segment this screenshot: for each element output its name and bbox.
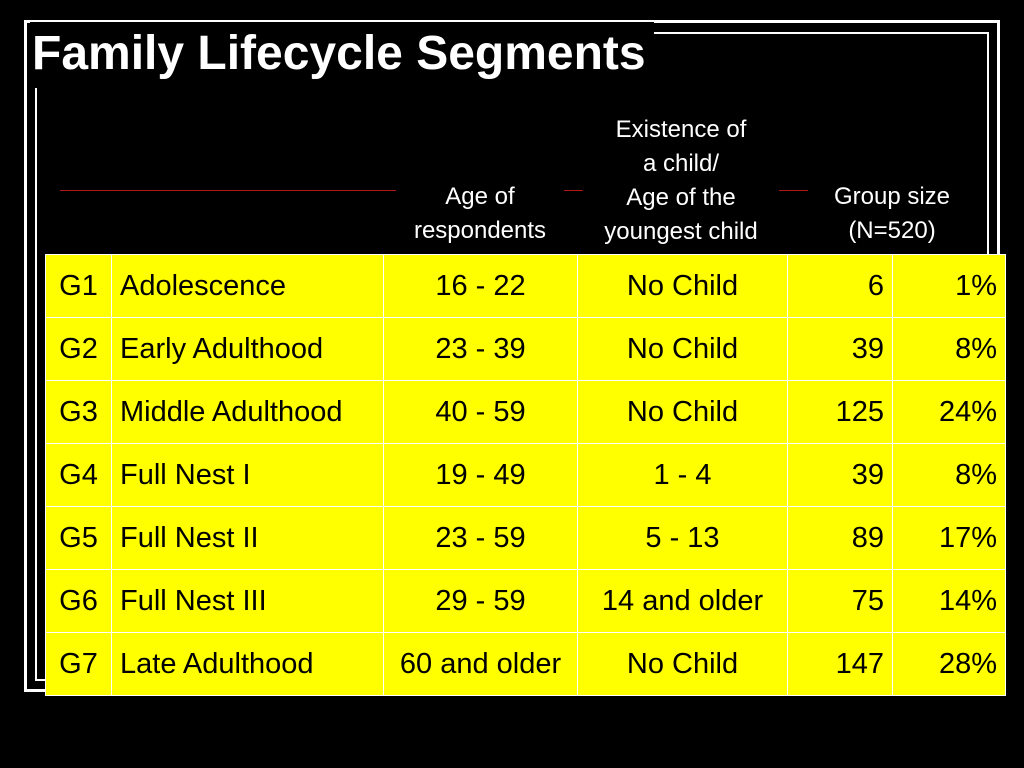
table-row: G1 Adolescence 16 - 22 No Child 6 1% [45, 254, 1006, 318]
table-row: G3 Middle Adulthood 40 - 59 No Child 125 24% [45, 380, 1006, 444]
segment-id-cell: G3 [45, 380, 112, 444]
segment-name-cell: Late Adulthood [111, 632, 384, 696]
group-percent-cell: 1% [892, 254, 1006, 318]
group-count-cell: 75 [787, 569, 893, 633]
segment-id-cell: G2 [45, 317, 112, 381]
segment-name-cell: Full Nest III [111, 569, 384, 633]
group-percent-cell: 14% [892, 569, 1006, 633]
group-count-cell: 125 [787, 380, 893, 444]
segment-id-cell: G7 [45, 632, 112, 696]
segment-name-cell: Early Adulthood [111, 317, 384, 381]
age-range-cell: 23 - 39 [383, 317, 578, 381]
segment-name-cell: Full Nest I [111, 443, 384, 507]
segments-table-body: G1 Adolescence 16 - 22 No Child 6 1% G2 Early A… [45, 254, 1006, 696]
age-range-cell: 40 - 59 [383, 380, 578, 444]
header-age-of-respondents: Age of respondents [396, 180, 564, 248]
segment-id-cell: G4 [45, 443, 112, 507]
slide-title: Family Lifecycle Segments [30, 22, 654, 88]
age-range-cell: 16 - 22 [383, 254, 578, 318]
group-count-cell: 6 [787, 254, 893, 318]
age-range-cell: 19 - 49 [383, 443, 578, 507]
table-row: G6 Full Nest III 29 - 59 14 and older 75 14% [45, 569, 1006, 633]
group-percent-cell: 8% [892, 443, 1006, 507]
age-range-cell: 60 and older [383, 632, 578, 696]
group-percent-cell: 28% [892, 632, 1006, 696]
youngest-child-cell: No Child [577, 632, 788, 696]
segment-id-cell: G6 [45, 569, 112, 633]
group-percent-cell: 24% [892, 380, 1006, 444]
youngest-child-cell: 5 - 13 [577, 506, 788, 570]
segments-table: G1 Adolescence 16 - 22 No Child 6 1% G2 Early A… [45, 254, 1006, 696]
table-row: G2 Early Adulthood 23 - 39 No Child 39 8% [45, 317, 1006, 381]
group-percent-cell: 17% [892, 506, 1006, 570]
youngest-child-cell: No Child [577, 254, 788, 318]
segment-name-cell: Adolescence [111, 254, 384, 318]
youngest-child-cell: 14 and older [577, 569, 788, 633]
table-row: G5 Full Nest II 23 - 59 5 - 13 89 17% [45, 506, 1006, 570]
youngest-child-cell: 1 - 4 [577, 443, 788, 507]
youngest-child-cell: No Child [577, 317, 788, 381]
group-count-cell: 89 [787, 506, 893, 570]
group-count-cell: 147 [787, 632, 893, 696]
segment-name-cell: Middle Adulthood [111, 380, 384, 444]
age-range-cell: 29 - 59 [383, 569, 578, 633]
group-count-cell: 39 [787, 443, 893, 507]
segment-id-cell: G1 [45, 254, 112, 318]
youngest-child-cell: No Child [577, 380, 788, 444]
table-row: G7 Late Adulthood 60 and older No Child 147 2… [45, 632, 1006, 696]
table-row: G4 Full Nest I 19 - 49 1 - 4 39 8% [45, 443, 1006, 507]
group-percent-cell: 8% [892, 317, 1006, 381]
header-youngest-child: Existence of a child/ Age of the younges… [583, 113, 779, 249]
segment-id-cell: G5 [45, 506, 112, 570]
group-count-cell: 39 [787, 317, 893, 381]
header-group-size: Group size (N=520) [808, 180, 976, 248]
age-range-cell: 23 - 59 [383, 506, 578, 570]
segment-name-cell: Full Nest II [111, 506, 384, 570]
